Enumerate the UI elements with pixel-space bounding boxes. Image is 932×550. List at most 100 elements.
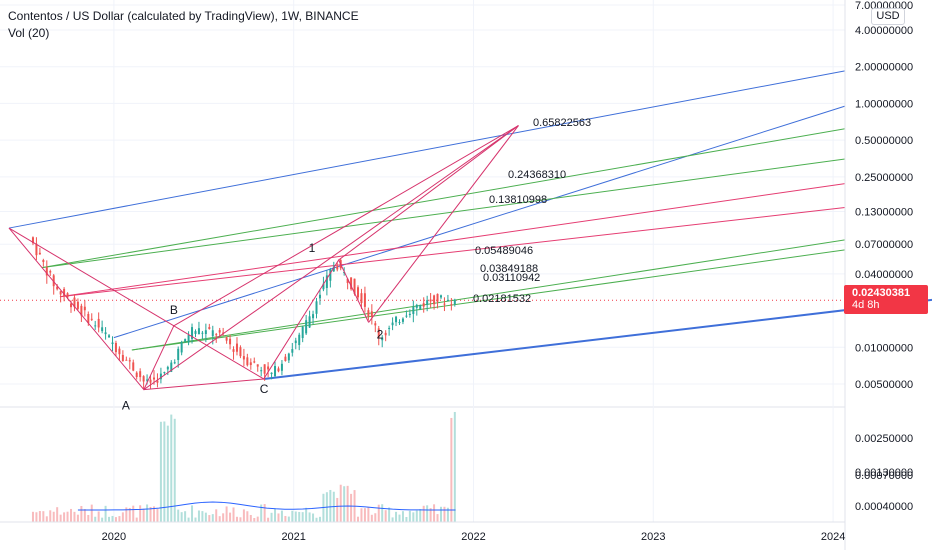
candle-body <box>63 288 66 297</box>
candle-body <box>70 303 73 308</box>
volume-bar <box>260 504 263 522</box>
volume-bar <box>388 507 391 522</box>
candle-body <box>322 283 325 290</box>
currency-button[interactable]: USD <box>871 8 905 25</box>
volume-bar <box>97 511 100 522</box>
volume-bar <box>225 506 228 522</box>
candle-body <box>146 379 149 381</box>
volume-bar <box>204 512 207 522</box>
price-axis[interactable]: 7.000000004.000000002.000000001.00000000… <box>844 0 913 550</box>
candle-body <box>235 343 238 352</box>
candle-body <box>384 332 387 336</box>
candle-body <box>201 332 204 334</box>
pattern-point-label: B <box>170 303 178 317</box>
candle-body <box>156 380 159 383</box>
volume-bar <box>422 505 425 522</box>
volume-bar <box>45 516 48 522</box>
pattern-leg <box>143 125 519 390</box>
pitchfork-line <box>131 249 846 351</box>
volume-bar <box>83 509 86 522</box>
candle-body <box>173 362 176 364</box>
volume-bar <box>239 517 242 522</box>
volume-bar <box>263 504 266 522</box>
candle-body <box>66 293 69 298</box>
volume-bar <box>301 512 304 522</box>
volume-bar <box>128 507 131 522</box>
candle-body <box>204 330 207 335</box>
volume-bar <box>159 421 162 522</box>
candle-body <box>125 359 128 361</box>
volume-bar <box>360 508 363 522</box>
candle-body <box>139 371 142 378</box>
volume-bar <box>298 511 301 522</box>
candle-body <box>422 303 425 307</box>
time-axis[interactable]: 2020 2021 2022 2023 2024 <box>0 521 845 543</box>
volume-bar <box>135 517 138 522</box>
pattern-point-label: A <box>122 399 130 413</box>
volume-bar <box>73 511 76 522</box>
xabcd-pattern[interactable] <box>8 125 519 391</box>
volume-bar <box>315 517 318 522</box>
pitchfork-lines[interactable] <box>8 70 932 380</box>
candle-body <box>388 327 391 329</box>
time-tick-label: 2022 <box>461 531 485 543</box>
volume-bar <box>294 511 297 522</box>
candle-body <box>132 362 135 371</box>
volume-bar <box>118 516 121 522</box>
candle-body <box>370 311 373 317</box>
candle-body <box>114 342 117 353</box>
volume-bar <box>277 513 280 522</box>
price-tick-label: 0.13000000 <box>855 206 913 218</box>
candle-body <box>42 260 45 263</box>
candle-body <box>408 313 411 315</box>
volume-bar <box>339 484 342 522</box>
volume-bar <box>401 511 404 522</box>
price-tick-label: 0.07000000 <box>855 239 913 251</box>
candle-body <box>242 356 245 360</box>
candle-body <box>232 349 235 352</box>
candle-body <box>239 347 242 357</box>
candle-body <box>180 342 183 353</box>
volume-bar <box>426 505 429 522</box>
volume-indicator-label[interactable]: Vol (20) <box>8 26 50 40</box>
volume-bar <box>453 411 456 522</box>
candle-body <box>166 366 169 370</box>
chart-grid <box>0 0 845 522</box>
candle-body <box>301 326 304 339</box>
volume-bar <box>184 511 187 522</box>
volume-bar <box>222 513 225 522</box>
volume-tick-label: 0.00130000 <box>855 467 913 479</box>
candle-body <box>249 362 252 366</box>
candle-body <box>80 305 83 316</box>
candle-body <box>419 305 422 310</box>
candle-body <box>267 366 270 370</box>
volume-bar <box>398 514 401 522</box>
volume-bar <box>253 517 256 522</box>
volume-bar <box>235 516 238 522</box>
volume-bar <box>391 517 394 522</box>
candle-body <box>439 295 442 298</box>
candle-body <box>357 287 360 298</box>
volume-bar <box>191 505 194 522</box>
volume-bar <box>66 511 69 522</box>
candle-body <box>398 322 401 324</box>
pattern-leg <box>368 125 519 323</box>
candle-body <box>329 269 332 281</box>
candle-body <box>225 337 228 341</box>
volume-bar <box>31 511 34 522</box>
volume-bar <box>436 514 439 522</box>
volume-bar <box>152 506 155 522</box>
candle-body <box>318 294 321 299</box>
volume-bar <box>146 504 149 522</box>
candle-body <box>360 293 363 304</box>
volume-bar <box>59 514 62 522</box>
volume-tick-label: 0.00040000 <box>855 501 913 513</box>
candle-body <box>90 318 93 320</box>
volume-bar <box>114 517 117 522</box>
volume-bar <box>194 517 197 522</box>
candle-body <box>315 301 318 314</box>
candle-body <box>377 328 380 338</box>
candle-body <box>73 297 76 308</box>
volume-bar <box>76 514 79 522</box>
